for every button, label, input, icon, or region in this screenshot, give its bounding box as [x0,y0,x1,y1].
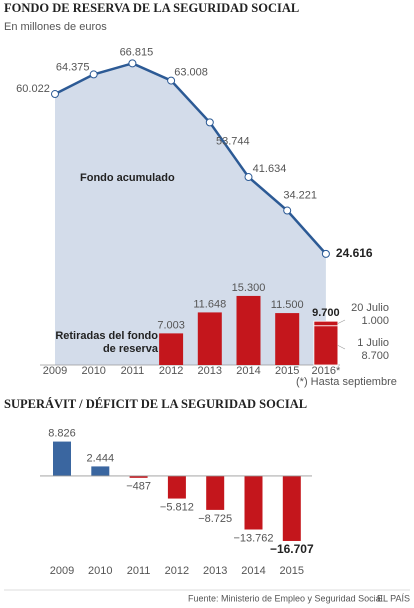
value-label: 41.634 [253,163,287,175]
point [244,173,253,182]
x-tick-label: 2013 [203,565,227,577]
value-label: −16.707 [270,542,314,556]
note: (*) Hasta septiembre [296,376,397,388]
source: Fuente: Ministerio de Empleo y Seguridad… [188,593,385,603]
x-tick-label: 2011 [121,365,145,377]
point [283,206,292,215]
value-label: 7.003 [157,319,185,331]
point [51,90,59,99]
x-tick-label: 2012 [165,565,189,577]
value-label: 11.648 [193,298,226,310]
chart-title: FONDO DE RESERVA DE LA SEGURIDAD SOCIAL [4,1,299,15]
value-label-bold: 9.700 [312,307,340,319]
credit: EL PAÍS [377,593,410,603]
bar [197,312,222,365]
point [167,76,176,85]
x-tick-label: 2010 [81,365,105,377]
bar [53,441,71,476]
bar [91,466,110,476]
value-label: 24.616 [336,246,373,260]
annotation-label: 1 Julio [357,337,389,349]
x-tick-label: 2014 [241,565,265,577]
value-label: −13.762 [233,532,273,544]
point [89,70,98,79]
bar [159,333,184,365]
series-label: Retiradas del fondo de reserva [55,330,158,355]
point [321,249,330,258]
x-tick-label: 2012 [159,365,183,377]
x-tick-label: 2016* [312,365,341,377]
x-tick-label: 2009 [50,565,74,577]
x-tick-label: 2015 [280,565,304,577]
annotation-value: 1.000 [361,315,389,327]
value-label: −8.725 [198,513,232,525]
value-label: 2.444 [87,452,115,464]
value-label: 66.815 [120,46,154,58]
leader-line [337,319,346,324]
value-label: 64.375 [56,61,90,73]
value-label: 8.826 [48,427,76,439]
value-label: 11.500 [271,299,304,311]
line [54,62,327,255]
point [128,59,137,68]
x-tick-label: 2009 [43,365,67,377]
bar [206,475,225,510]
leader-line [337,345,346,350]
chart-subtitle: En millones de euros [4,21,107,33]
annotation-label: 20 Julio [351,302,389,314]
value-label: 34.221 [283,189,317,201]
bar [129,475,148,478]
bar [275,313,300,365]
x-tick-label: 2015 [275,365,299,377]
bar [236,295,261,365]
point [205,118,214,127]
bar-segment [313,320,339,327]
chart-title: SUPERÁVIT / DÉFICIT DE LA SEGURIDAD SOCI… [4,397,307,411]
value-label: 63.008 [174,66,208,78]
bar-segment [313,325,339,366]
value-label: −487 [126,481,151,493]
series-label: Fondo acumulado [80,172,175,184]
bar [167,475,186,499]
annotation-value: 8.700 [361,350,389,362]
bar [244,475,263,530]
x-tick-label: 2011 [127,565,151,577]
x-tick-label: 2014 [236,365,260,377]
value-label: 60.022 [16,83,50,95]
x-tick-label: 2010 [88,565,112,577]
area [55,63,326,366]
value-label: 15.300 [232,282,266,294]
value-label: 53.744 [216,135,250,147]
bar [282,475,301,541]
value-label: −5.812 [160,501,194,513]
x-tick-label: 2013 [198,365,222,377]
